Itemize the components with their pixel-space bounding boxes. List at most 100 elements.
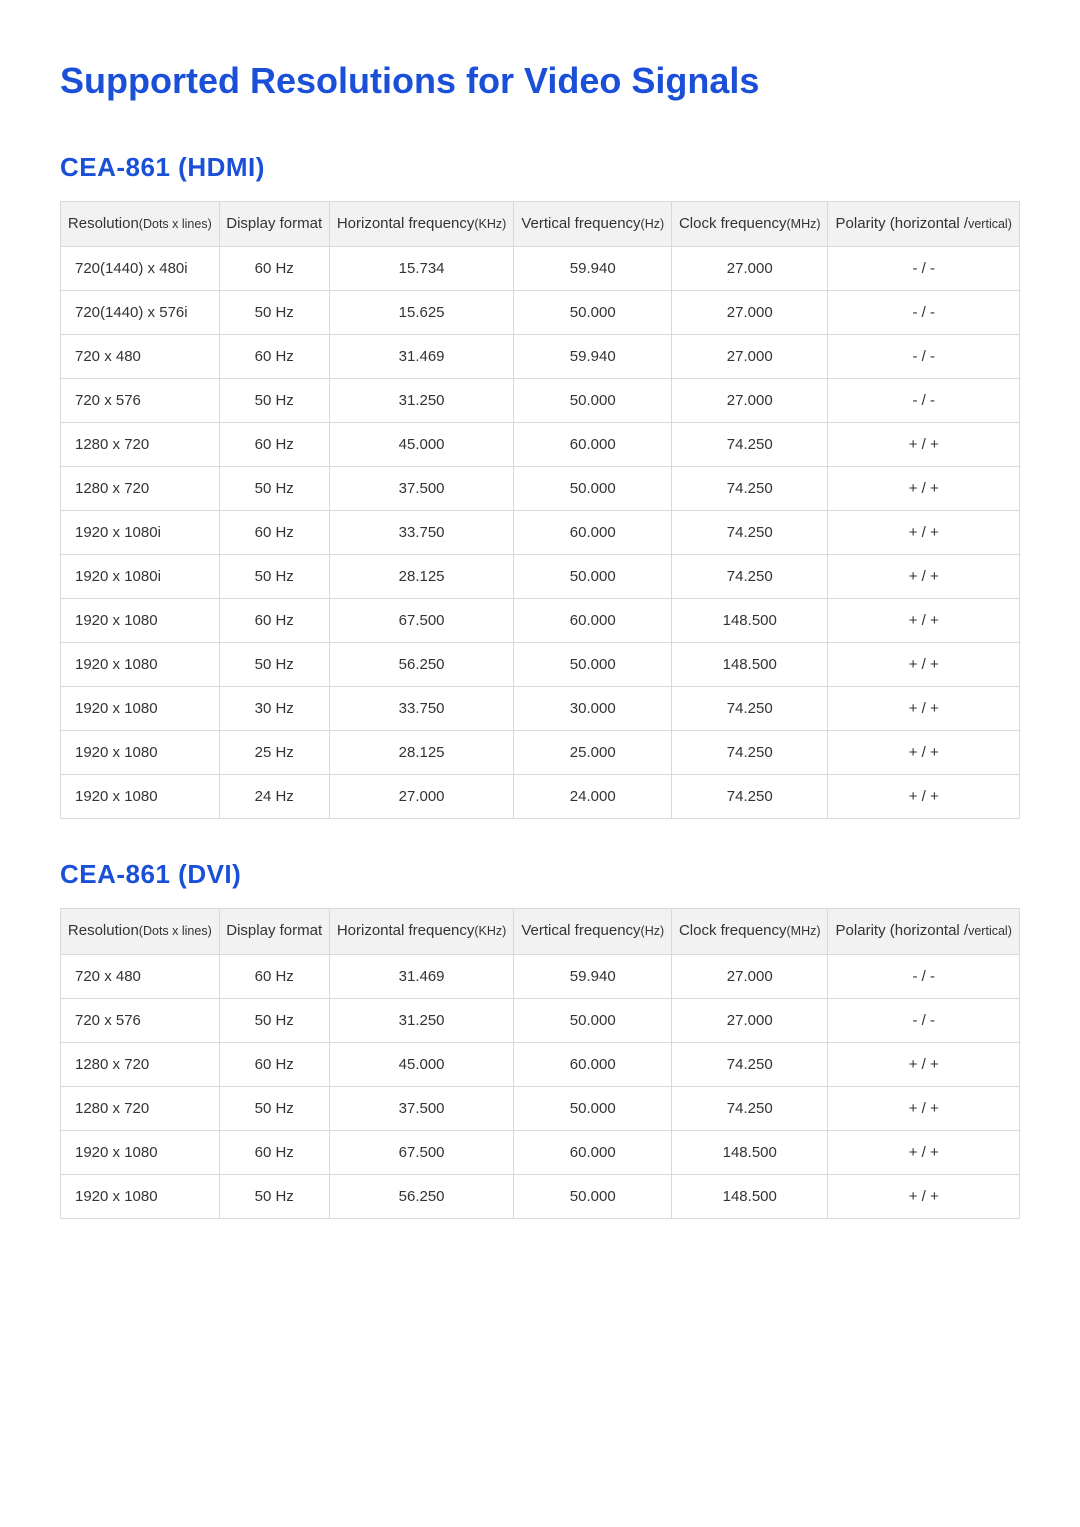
- table-cell: - / -: [828, 291, 1020, 335]
- table-cell: 24.000: [514, 775, 672, 819]
- table-cell: 1920 x 1080: [61, 1174, 220, 1218]
- table-cell: 148.500: [672, 1130, 828, 1174]
- table-row: 720 x 48060 Hz31.46959.94027.000- / -: [61, 954, 1020, 998]
- header-line1: Horizontal frequency: [337, 215, 475, 232]
- table-row: 1280 x 72060 Hz45.00060.00074.250+ / +: [61, 1042, 1020, 1086]
- table-cell: 56.250: [329, 1174, 514, 1218]
- header-line1: Clock frequency: [679, 922, 787, 939]
- table-cell: 74.250: [672, 731, 828, 775]
- table-header-cell: Polarity (horizontal /vertical): [828, 202, 1020, 247]
- header-line2: (MHz): [787, 924, 821, 938]
- table-cell: 30.000: [514, 687, 672, 731]
- table-cell: 31.469: [329, 335, 514, 379]
- table-cell: 31.250: [329, 998, 514, 1042]
- header-line2: vertical): [968, 217, 1012, 231]
- table-cell: 60 Hz: [219, 247, 329, 291]
- table-cell: - / -: [828, 954, 1020, 998]
- table-cell: 1280 x 720: [61, 467, 220, 511]
- table-cell: 45.000: [329, 1042, 514, 1086]
- section-title: CEA-861 (DVI): [60, 859, 1020, 890]
- table-cell: 50.000: [514, 998, 672, 1042]
- table-cell: 59.940: [514, 335, 672, 379]
- table-row: 1280 x 72050 Hz37.50050.00074.250+ / +: [61, 1086, 1020, 1130]
- table-cell: 74.250: [672, 1042, 828, 1086]
- table-row: 720(1440) x 480i60 Hz15.73459.94027.000-…: [61, 247, 1020, 291]
- table-cell: - / -: [828, 247, 1020, 291]
- table-header-cell: Display format: [219, 909, 329, 954]
- table-cell: 50.000: [514, 1174, 672, 1218]
- table-cell: 27.000: [672, 247, 828, 291]
- table-row: 1920 x 1080i50 Hz28.12550.00074.250+ / +: [61, 555, 1020, 599]
- table-header-cell: Clock frequency(MHz): [672, 909, 828, 954]
- table-cell: 1920 x 1080: [61, 599, 220, 643]
- table-cell: + / +: [828, 555, 1020, 599]
- table-row: 1920 x 108060 Hz67.50060.000148.500+ / +: [61, 1130, 1020, 1174]
- table-cell: 67.500: [329, 599, 514, 643]
- table-cell: 148.500: [672, 599, 828, 643]
- table-cell: + / +: [828, 423, 1020, 467]
- table-cell: 33.750: [329, 511, 514, 555]
- table-row: 720 x 48060 Hz31.46959.94027.000- / -: [61, 335, 1020, 379]
- table-cell: 60.000: [514, 511, 672, 555]
- table-cell: 60.000: [514, 1130, 672, 1174]
- table-cell: 1280 x 720: [61, 1086, 220, 1130]
- table-cell: 60.000: [514, 423, 672, 467]
- table-cell: 74.250: [672, 555, 828, 599]
- table-row: 720(1440) x 576i50 Hz15.62550.00027.000-…: [61, 291, 1020, 335]
- table-cell: 1920 x 1080: [61, 687, 220, 731]
- table-cell: + / +: [828, 1086, 1020, 1130]
- table-cell: 59.940: [514, 247, 672, 291]
- table-cell: 25.000: [514, 731, 672, 775]
- table-cell: 74.250: [672, 423, 828, 467]
- table-cell: 60 Hz: [219, 335, 329, 379]
- table-cell: 31.250: [329, 379, 514, 423]
- table-cell: 50.000: [514, 1086, 672, 1130]
- table-cell: 27.000: [672, 379, 828, 423]
- table-cell: 60.000: [514, 599, 672, 643]
- table-cell: + / +: [828, 1174, 1020, 1218]
- table-cell: 67.500: [329, 1130, 514, 1174]
- table-cell: + / +: [828, 731, 1020, 775]
- table-cell: 27.000: [672, 335, 828, 379]
- table-row: 1280 x 72050 Hz37.50050.00074.250+ / +: [61, 467, 1020, 511]
- table-cell: 37.500: [329, 1086, 514, 1130]
- table-cell: 60.000: [514, 1042, 672, 1086]
- table-cell: 74.250: [672, 511, 828, 555]
- table-row: 1920 x 108024 Hz27.00024.00074.250+ / +: [61, 775, 1020, 819]
- table-cell: 1920 x 1080: [61, 775, 220, 819]
- table-cell: + / +: [828, 1130, 1020, 1174]
- table-row: 720 x 57650 Hz31.25050.00027.000- / -: [61, 379, 1020, 423]
- table-row: 1920 x 108030 Hz33.75030.00074.250+ / +: [61, 687, 1020, 731]
- table-cell: 50.000: [514, 379, 672, 423]
- resolution-table: Resolution(Dots x lines)Display formatHo…: [60, 201, 1020, 819]
- table-cell: 50 Hz: [219, 998, 329, 1042]
- table-row: 1920 x 108050 Hz56.25050.000148.500+ / +: [61, 1174, 1020, 1218]
- table-row: 1280 x 72060 Hz45.00060.00074.250+ / +: [61, 423, 1020, 467]
- header-line1: Resolution: [68, 922, 139, 939]
- table-cell: - / -: [828, 379, 1020, 423]
- header-line2: (Hz): [641, 924, 665, 938]
- table-cell: 1280 x 720: [61, 1042, 220, 1086]
- table-cell: 50.000: [514, 555, 672, 599]
- header-line2: (Hz): [641, 217, 665, 231]
- table-cell: 27.000: [672, 291, 828, 335]
- table-cell: 74.250: [672, 687, 828, 731]
- table-row: 1920 x 1080i60 Hz33.75060.00074.250+ / +: [61, 511, 1020, 555]
- header-line1: Display format: [226, 215, 322, 232]
- table-cell: 1920 x 1080: [61, 1130, 220, 1174]
- header-line1: Polarity (horizontal /: [836, 922, 969, 939]
- table-cell: 1280 x 720: [61, 423, 220, 467]
- header-line1: Vertical frequency: [521, 922, 640, 939]
- table-cell: 50 Hz: [219, 291, 329, 335]
- table-cell: 15.734: [329, 247, 514, 291]
- table-cell: + / +: [828, 687, 1020, 731]
- table-cell: + / +: [828, 643, 1020, 687]
- table-cell: 720(1440) x 480i: [61, 247, 220, 291]
- table-cell: 15.625: [329, 291, 514, 335]
- table-row: 720 x 57650 Hz31.25050.00027.000- / -: [61, 998, 1020, 1042]
- table-cell: 45.000: [329, 423, 514, 467]
- table-cell: + / +: [828, 599, 1020, 643]
- table-cell: 720 x 480: [61, 335, 220, 379]
- table-cell: 37.500: [329, 467, 514, 511]
- table-cell: 50.000: [514, 643, 672, 687]
